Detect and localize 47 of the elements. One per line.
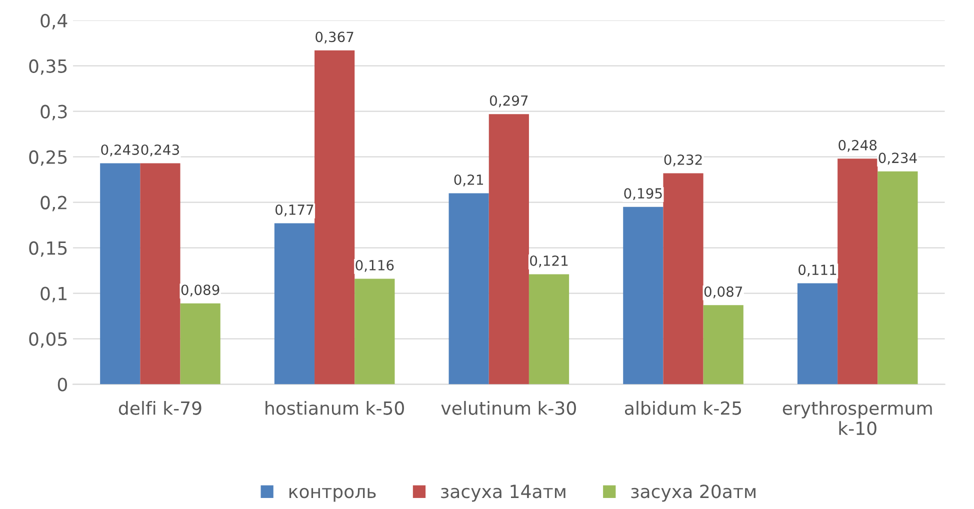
y-tick-label: 0,25 bbox=[29, 150, 67, 166]
bar bbox=[663, 173, 704, 384]
bar bbox=[488, 114, 529, 384]
bar bbox=[354, 278, 395, 384]
data-label: 0,195 bbox=[624, 188, 662, 200]
x-tick-label: delfi k-79 bbox=[118, 400, 202, 415]
y-tick-label: 0,2 bbox=[40, 196, 66, 212]
data-label: 0,234 bbox=[878, 152, 917, 165]
y-tick-label: 0,4 bbox=[40, 14, 68, 30]
bar bbox=[180, 303, 220, 384]
bar bbox=[838, 158, 878, 384]
data-label: 0,111 bbox=[798, 264, 836, 276]
x-tick-label: velutinum k-30 bbox=[441, 400, 576, 415]
y-tick-label: 0 bbox=[58, 378, 67, 392]
legend-label: засуха 20атм bbox=[631, 484, 756, 502]
data-label: 0,243 bbox=[141, 144, 179, 156]
y-tick-label: 0,1 bbox=[40, 286, 67, 302]
bar bbox=[100, 163, 140, 384]
x-tick-label: hostianum k-50 bbox=[266, 400, 404, 415]
bar bbox=[274, 223, 315, 384]
data-label: 0,21 bbox=[454, 174, 483, 186]
data-label: 0,367 bbox=[316, 32, 354, 44]
data-label: 0,177 bbox=[276, 204, 314, 216]
y-tick-label: 0,15 bbox=[29, 241, 67, 257]
legend-label: засуха 14атм bbox=[441, 484, 566, 502]
y-tick-label: 0,05 bbox=[29, 332, 67, 348]
data-label: 0,297 bbox=[490, 95, 528, 108]
bar bbox=[528, 274, 570, 384]
data-label: 0,116 bbox=[356, 260, 394, 272]
data-label: 0,232 bbox=[664, 154, 702, 166]
bar bbox=[314, 50, 355, 384]
bar bbox=[797, 283, 838, 384]
bar bbox=[448, 193, 489, 384]
bar bbox=[703, 305, 744, 384]
data-label: 0,089 bbox=[181, 284, 220, 296]
data-label: 0,121 bbox=[530, 255, 568, 268]
x-tick-label: albidum k-25 bbox=[624, 400, 742, 415]
data-label: 0,243 bbox=[101, 144, 139, 156]
bar bbox=[140, 163, 180, 384]
y-tick-label: 0,3 bbox=[40, 104, 67, 120]
data-label: 0,248 bbox=[838, 140, 877, 152]
x-tick-label: erythrospermum k-10 bbox=[782, 400, 932, 436]
legend-label: контроль bbox=[289, 488, 376, 502]
bar bbox=[623, 206, 664, 384]
y-tick-label: 0,35 bbox=[29, 59, 67, 75]
data-label: 0,087 bbox=[704, 286, 742, 298]
bar bbox=[878, 171, 918, 384]
